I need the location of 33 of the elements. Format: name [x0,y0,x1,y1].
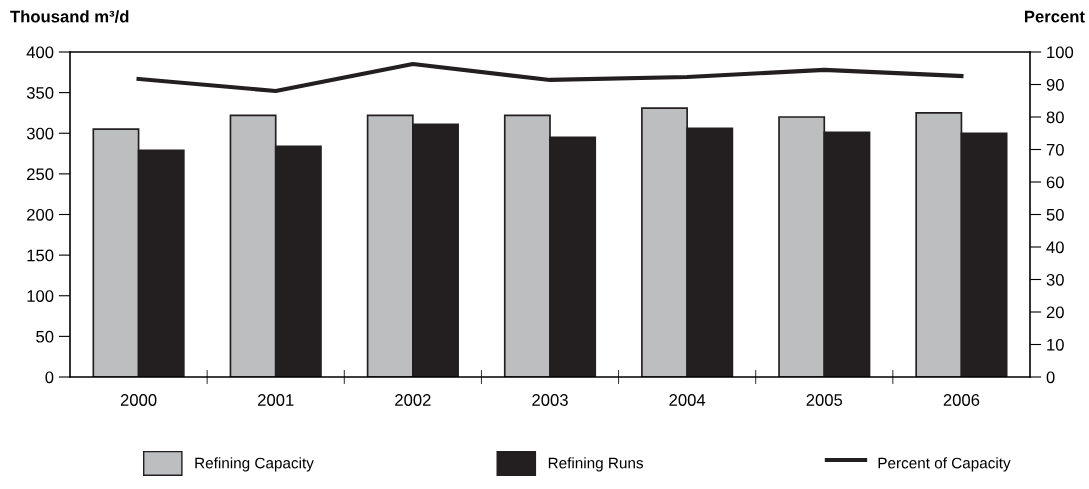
x-tick-label: 2001 [258,394,294,406]
legend-label: Refining Capacity [195,457,314,472]
y-tick-label: 250 [27,168,54,181]
y-tick-label: 0 [45,371,54,384]
x-tick-label: 2006 [943,394,980,406]
x-tick-label: 2005 [806,394,843,406]
y2-tick-label: 80 [1046,111,1064,124]
y2-tick-label: 20 [1046,306,1064,319]
x-tick-label: 2000 [120,394,157,406]
y2-tick-label: 60 [1046,176,1064,189]
y2-tick-label: 30 [1046,273,1064,286]
y2-tick-label: 100 [1047,46,1074,59]
y-axis-title: Thousand m³/d [10,10,129,23]
y2-tick-label: 70 [1046,143,1064,156]
y2-tick-label: 50 [1046,208,1064,221]
line-series [136,61,964,94]
y2-axis-title: Percent [1024,10,1085,23]
legend-label: Refining Runs [548,457,644,472]
y-tick-label: 100 [27,290,54,302]
y-tick-label: 50 [36,330,54,343]
y-tick-label: 150 [27,249,54,262]
y-tick-label: 400 [26,46,54,59]
x-tick-label: 2004 [669,394,706,406]
y2-tick-label: 0 [1046,371,1055,384]
y2-tick-label: 10 [1047,338,1064,351]
y2-tick-label: 90 [1046,78,1064,91]
legend-label: Percent of Capacity [878,457,1011,472]
y2-tick-label: 40 [1046,241,1064,254]
y-tick-label: 300 [26,127,54,140]
x-tick-label: 2003 [532,394,568,406]
y-tick-label: 350 [26,87,54,99]
x-tick-label: 2002 [395,394,431,406]
y-tick-label: 200 [27,208,54,221]
